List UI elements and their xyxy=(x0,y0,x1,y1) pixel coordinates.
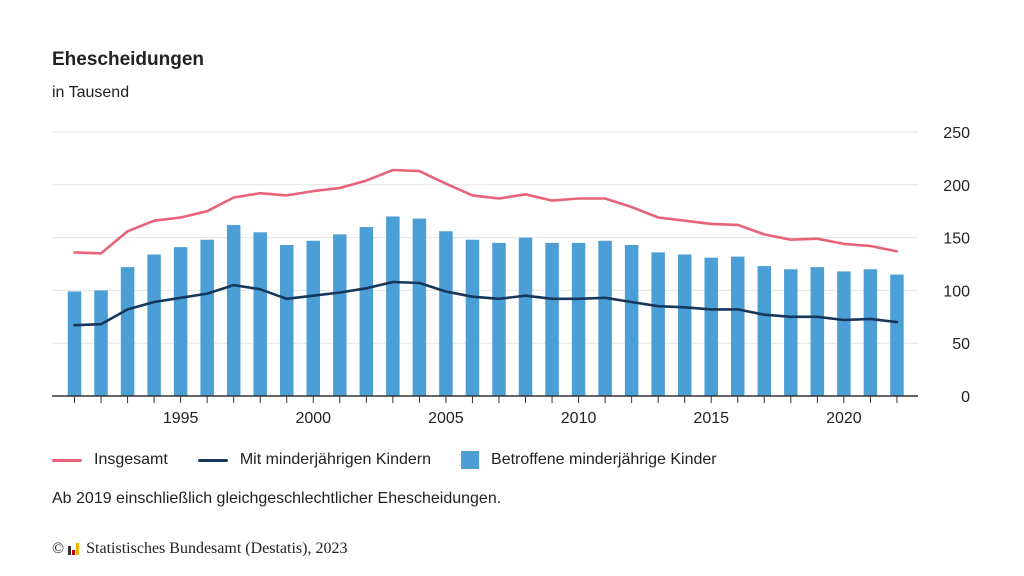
y-tick-label-50: 50 xyxy=(952,336,970,353)
x-tick-label-1995: 1995 xyxy=(163,410,199,427)
bar-2021 xyxy=(863,269,878,396)
bar-2004 xyxy=(412,218,427,396)
bar-2007 xyxy=(492,242,506,396)
bar-1992 xyxy=(94,290,108,396)
bar-2015 xyxy=(704,257,718,396)
bar-1996 xyxy=(200,239,214,396)
destatis-logo-icon xyxy=(68,543,80,555)
footnote: Ab 2019 einschließlich gleichgeschlechtl… xyxy=(52,490,502,507)
bar-2002 xyxy=(359,227,374,396)
source-text: Statistisches Bundesamt (Destatis), 2023 xyxy=(86,540,348,557)
legend-label-kinder: Betroffene minderjährige Kinder xyxy=(491,451,717,468)
bar-1993 xyxy=(120,267,135,396)
legend-item-insgesamt[interactable]: Insgesamt xyxy=(52,451,168,469)
bar-2001 xyxy=(333,234,347,396)
y-tick-label-150: 150 xyxy=(943,231,970,248)
bar-1994 xyxy=(147,254,161,396)
legend-item-mit-kindern[interactable]: Mit minderjährigen Kindern xyxy=(197,451,432,469)
bar-1991 xyxy=(67,291,82,396)
x-tick-label-2005: 2005 xyxy=(428,410,464,427)
y-tick-label-200: 200 xyxy=(943,178,970,195)
legend-label-mit-kindern: Mit minderjährigen Kindern xyxy=(239,451,432,468)
copyright-symbol: © xyxy=(52,540,65,557)
bar-2010 xyxy=(571,242,586,396)
line-mit-kindern xyxy=(73,280,899,327)
legend-swatch-insgesamt xyxy=(52,458,82,462)
legend-item-kinder[interactable]: Betroffene minderjährige Kinder xyxy=(461,451,717,469)
y-tick-label-100: 100 xyxy=(943,283,970,300)
bar-2019 xyxy=(810,267,825,396)
chart-subtitle: in Tausend xyxy=(52,84,130,101)
source-footer: © Statistisches Bundesamt (Destatis), 20… xyxy=(52,540,347,558)
bar-2013 xyxy=(651,252,665,396)
chart-title: Ehescheidungen xyxy=(52,49,205,70)
bar-2008 xyxy=(518,237,533,396)
bar-2020 xyxy=(837,271,851,396)
y-tick-label-0: 0 xyxy=(961,389,970,406)
bar-1998 xyxy=(253,232,267,396)
bar-2012 xyxy=(624,244,639,396)
x-tick-label-2020: 2020 xyxy=(826,410,862,427)
chart-area: 0 50 100 150 200 250 1995 2000 2005 2010 2015 2020 xyxy=(52,125,970,427)
bar-2006 xyxy=(465,239,480,396)
x-tick-label-2010: 2010 xyxy=(561,410,597,427)
bar-1999 xyxy=(279,244,294,396)
bar-1995 xyxy=(173,247,188,396)
y-tick-label-250: 250 xyxy=(943,125,970,142)
bar-2016 xyxy=(731,256,745,396)
bar-2000 xyxy=(306,240,321,396)
x-tick-label-2000: 2000 xyxy=(295,410,331,427)
line-insgesamt xyxy=(73,168,899,255)
bar-2018 xyxy=(784,269,798,396)
bar-2011 xyxy=(598,240,612,396)
bar-2017 xyxy=(757,266,772,396)
bar-2014 xyxy=(677,254,692,396)
bar-2003 xyxy=(386,216,400,396)
bar-2022 xyxy=(890,274,904,396)
bar-2005 xyxy=(439,231,453,396)
legend-swatch-kinder xyxy=(461,451,480,469)
x-tick-label-2015: 2015 xyxy=(693,410,729,427)
legend-swatch-mit-kindern xyxy=(197,458,228,462)
legend: Insgesamt Mit minderjährigen Kindern Bet… xyxy=(52,450,747,470)
bar-1997 xyxy=(226,224,241,396)
legend-label-insgesamt: Insgesamt xyxy=(94,451,168,468)
bar-2009 xyxy=(545,242,559,396)
